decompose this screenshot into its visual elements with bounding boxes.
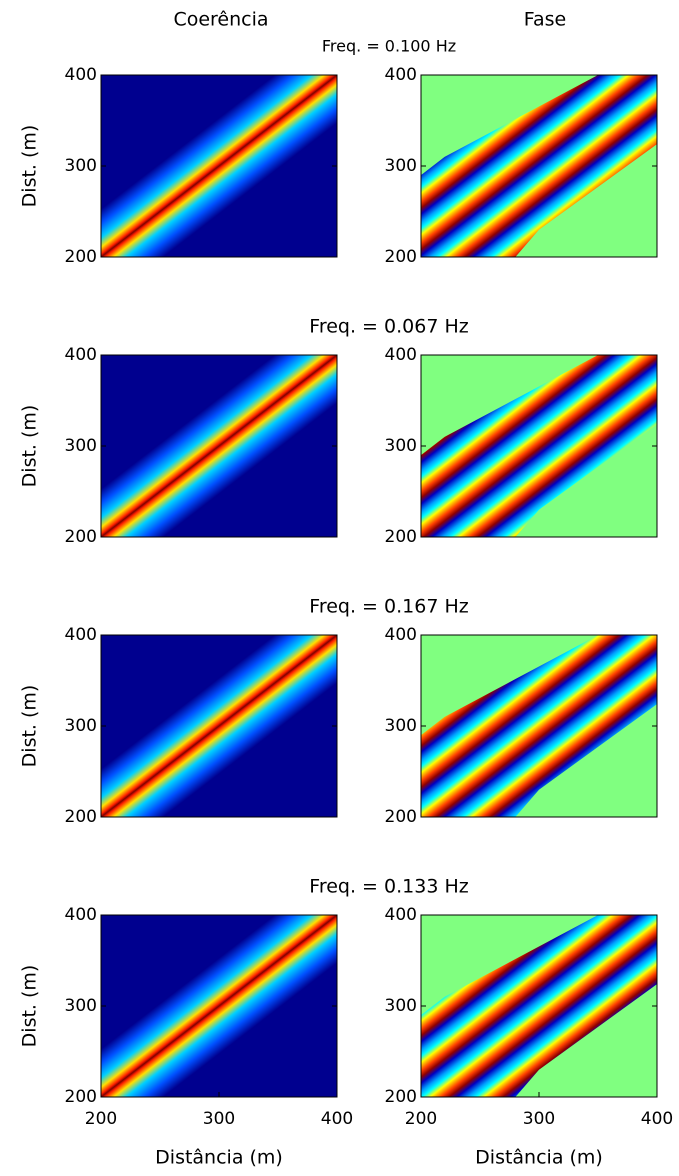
y-tick-label: 300: [65, 996, 97, 1016]
x-tick-label: 400: [641, 1109, 673, 1129]
heatmap-wedge: [421, 635, 657, 817]
row-title: Freq. = 0.100 Hz: [322, 37, 456, 56]
y-tick-label: 300: [65, 436, 97, 456]
y-axis-label: Dist. (m): [19, 405, 41, 488]
heatmap-wedge: [421, 75, 657, 257]
y-tick-label: 300: [385, 436, 417, 456]
heatmap: [421, 915, 657, 1097]
heatmap: [101, 635, 337, 817]
row-title: Freq. = 0.067 Hz: [309, 316, 468, 338]
x-axis-label: Distância (m): [475, 1147, 603, 1169]
heatmap: [101, 915, 337, 1097]
heatmap-wedge: [421, 915, 657, 1097]
y-tick-label: 300: [65, 716, 97, 736]
y-tick-label: 300: [65, 156, 97, 176]
heatmap-band: [101, 915, 337, 1097]
heatmap: [101, 75, 337, 257]
y-tick-label: 200: [385, 1087, 417, 1107]
heatmap-band: [101, 635, 337, 817]
y-tick-label: 400: [385, 625, 417, 645]
y-tick-label: 200: [65, 807, 97, 827]
x-tick-label: 300: [203, 1109, 235, 1129]
y-tick-label: 400: [385, 345, 417, 365]
x-tick-label: 300: [523, 1109, 555, 1129]
y-tick-label: 200: [65, 1087, 97, 1107]
row-title: Freq. = 0.133 Hz: [309, 876, 468, 898]
x-tick-label: 400: [321, 1109, 353, 1129]
y-tick-label: 200: [385, 527, 417, 547]
column-title: Fase: [524, 9, 566, 31]
heatmap: [421, 75, 657, 257]
heatmap-band: [101, 355, 337, 537]
y-tick-label: 200: [65, 247, 97, 267]
heatmap-wedge: [421, 355, 657, 537]
y-tick-label: 200: [385, 807, 417, 827]
heatmap-band: [101, 75, 337, 257]
y-tick-label: 400: [385, 65, 417, 85]
heatmap: [421, 355, 657, 537]
y-tick-label: 400: [65, 625, 97, 645]
y-tick-label: 400: [65, 905, 97, 925]
x-axis-label: Distância (m): [155, 1147, 283, 1169]
x-tick-label: 200: [405, 1109, 437, 1129]
y-tick-label: 400: [65, 345, 97, 365]
y-tick-label: 300: [385, 996, 417, 1016]
row-title: Freq. = 0.167 Hz: [309, 596, 468, 618]
column-title: Coerência: [173, 9, 268, 31]
heatmap: [421, 635, 657, 817]
y-axis-label: Dist. (m): [19, 965, 41, 1048]
y-tick-label: 200: [385, 247, 417, 267]
y-tick-label: 200: [65, 527, 97, 547]
y-axis-label: Dist. (m): [19, 125, 41, 208]
y-tick-label: 400: [385, 905, 417, 925]
y-tick-label: 400: [65, 65, 97, 85]
x-tick-label: 200: [85, 1109, 117, 1129]
y-tick-label: 300: [385, 156, 417, 176]
heatmap: [101, 355, 337, 537]
y-axis-label: Dist. (m): [19, 685, 41, 768]
y-tick-label: 300: [385, 716, 417, 736]
